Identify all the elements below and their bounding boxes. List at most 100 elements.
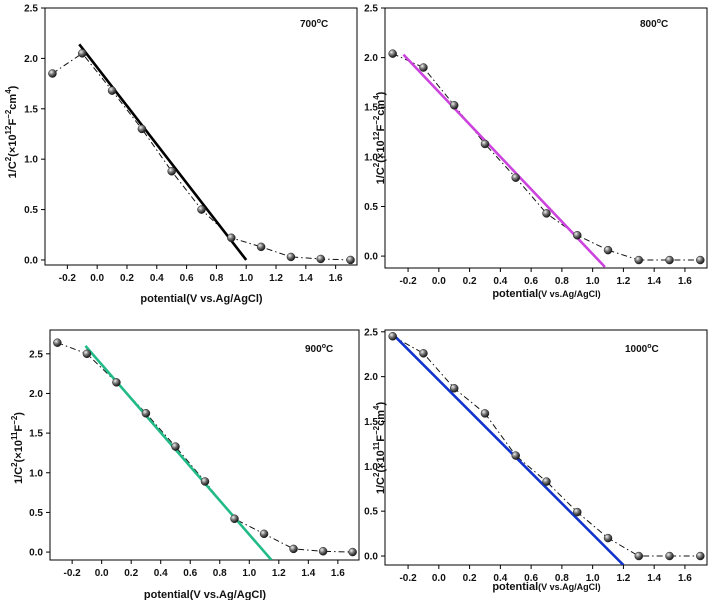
data-point bbox=[634, 551, 644, 561]
y-tick-label: 0.0 bbox=[29, 548, 43, 559]
plot-frame bbox=[49, 329, 360, 561]
y-tick-label: 1.5 bbox=[29, 429, 43, 440]
data-point bbox=[480, 139, 490, 149]
x-tick-label: 1.2 bbox=[616, 573, 630, 584]
data-point bbox=[137, 124, 147, 134]
y-tick-label: 2.0 bbox=[364, 372, 378, 383]
y-tick-label: 2.0 bbox=[24, 54, 38, 65]
fit-line bbox=[402, 53, 606, 268]
data-point bbox=[78, 49, 87, 58]
data-point bbox=[542, 477, 551, 486]
data-point bbox=[259, 529, 269, 539]
series-line bbox=[392, 53, 701, 261]
data-point bbox=[696, 255, 705, 265]
y-tick-label: 2.0 bbox=[364, 53, 378, 64]
temperature-label: 1000oC bbox=[625, 343, 659, 355]
data-point bbox=[289, 544, 298, 554]
data-point bbox=[48, 69, 57, 78]
data-point bbox=[480, 409, 490, 418]
data-layer bbox=[48, 43, 355, 265]
data-point bbox=[107, 86, 117, 95]
y-axis-title: 1/C2(×1012F−2cm4) bbox=[4, 85, 19, 178]
data-layer bbox=[388, 332, 705, 565]
x-tick-label: 0.8 bbox=[209, 273, 223, 284]
x-tick-label: 0.2 bbox=[120, 273, 134, 284]
data-point bbox=[256, 242, 266, 252]
x-tick-label: 0.4 bbox=[493, 573, 507, 584]
data-point bbox=[197, 205, 206, 214]
temperature-label: 900oC bbox=[305, 343, 333, 355]
x-tick-label: 0.0 bbox=[90, 273, 104, 284]
x-tick-label: 1.6 bbox=[331, 568, 345, 579]
data-point bbox=[388, 332, 397, 341]
y-axis-title: 1/C2(×1011F−2cm4) bbox=[372, 402, 387, 495]
data-point bbox=[634, 255, 644, 265]
data-point bbox=[167, 167, 176, 176]
x-tick-label: 0.0 bbox=[432, 276, 446, 287]
data-point bbox=[511, 173, 520, 182]
data-point bbox=[542, 209, 551, 218]
x-tick-label: 1.0 bbox=[242, 568, 256, 579]
fit-line bbox=[84, 345, 273, 560]
x-tick-label: 0.0 bbox=[95, 568, 109, 579]
x-tick-label: 1.0 bbox=[586, 573, 600, 584]
x-tick-label: 1.6 bbox=[678, 276, 692, 287]
x-tick-label: 1.2 bbox=[269, 273, 283, 284]
y-tick-label: 0.5 bbox=[364, 202, 378, 213]
data-point bbox=[449, 384, 459, 393]
x-tick-label: 1.2 bbox=[272, 568, 286, 579]
x-tick-label: 0.2 bbox=[463, 276, 477, 287]
y-tick-label: 2.5 bbox=[29, 349, 43, 360]
data-point bbox=[112, 378, 121, 387]
data-point bbox=[449, 101, 459, 110]
x-tick-label: 1.2 bbox=[616, 276, 630, 287]
fit-line bbox=[394, 336, 625, 565]
x-tick-label: 1.4 bbox=[647, 573, 661, 584]
series-line bbox=[392, 335, 701, 557]
y-tick-label: 0.5 bbox=[24, 205, 38, 216]
data-point bbox=[141, 409, 151, 418]
panel-2: -0.2 0.0 0.2 0.4 0.6 0.8 1.0 1.2 1.4 1.6 0.0 0.5 1.0… bbox=[364, 4, 708, 300]
y-tick-label: 1.5 bbox=[24, 104, 38, 115]
x-tick-label: -0.2 bbox=[64, 568, 82, 579]
data-point bbox=[171, 442, 180, 451]
y-tick-label: 2.0 bbox=[29, 389, 43, 400]
y-tick-label: 2.5 bbox=[364, 327, 378, 338]
x-tick-label: 1.4 bbox=[647, 276, 661, 287]
data-layer bbox=[53, 338, 357, 560]
data-point bbox=[200, 477, 210, 486]
x-tick-label: -0.2 bbox=[399, 276, 417, 287]
data-point bbox=[511, 451, 520, 460]
y-tick-label: 1.5 bbox=[364, 103, 378, 114]
x-axis-title: potential(V vs.Ag/AgCl) bbox=[492, 288, 600, 300]
panel-3: -0.2 0.0 0.2 0.4 0.6 0.8 1.0 1.2 1.4 1.6 0.0 0.5 1.0… bbox=[10, 329, 360, 600]
x-axis-title: potential(V vs.Ag/AgCl) bbox=[144, 589, 267, 600]
x-tick-label: 0.2 bbox=[463, 573, 477, 584]
x-tick-label: 1.6 bbox=[329, 273, 343, 284]
x-tick-label: 0.0 bbox=[432, 573, 446, 584]
x-tick-label: 1.0 bbox=[586, 276, 600, 287]
x-axis-title: potential(V vs.Ag/AgCl) bbox=[140, 293, 263, 305]
x-tick-label: -0.2 bbox=[59, 273, 77, 284]
y-tick-label: 1.0 bbox=[364, 462, 378, 473]
y-tick-label: 0.0 bbox=[24, 255, 38, 266]
data-point bbox=[53, 338, 62, 347]
x-tick-label: 1.0 bbox=[239, 273, 253, 284]
x-tick-label: 0.2 bbox=[124, 568, 138, 579]
x-axis-title: potential(V vs.Ag/AgCl) bbox=[492, 581, 600, 593]
data-layer bbox=[388, 49, 705, 268]
data-point bbox=[696, 551, 705, 561]
data-point bbox=[388, 49, 397, 58]
fit-line bbox=[78, 43, 248, 261]
panel-4: -0.2 0.0 0.2 0.4 0.6 0.8 1.0 1.2 1.4 1.6 0.0 0.5 1.0… bbox=[364, 327, 708, 593]
x-tick-label: 0.6 bbox=[180, 273, 194, 284]
data-point bbox=[348, 547, 357, 557]
x-tick-label: 0.6 bbox=[183, 568, 197, 579]
data-point bbox=[573, 231, 582, 240]
y-tick-label: 0.5 bbox=[364, 507, 378, 518]
y-tick-label: 0.0 bbox=[364, 252, 378, 263]
x-tick-label: 1.6 bbox=[678, 573, 692, 584]
x-tick-label: -0.2 bbox=[399, 573, 417, 584]
temperature-label: 800oC bbox=[640, 18, 668, 30]
